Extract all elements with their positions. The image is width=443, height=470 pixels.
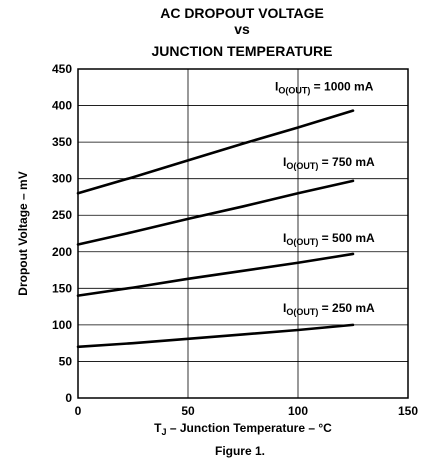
chart-title-line: AC DROPOUT VOLTAGE <box>160 5 324 21</box>
x-tick-label: 150 <box>398 404 418 418</box>
x-axis-label: TJ – Junction Temperature – °C <box>154 421 332 437</box>
x-tick-label: 0 <box>75 404 82 418</box>
series-line <box>76 109 355 195</box>
series-label: IO(OUT) = 1000 mA <box>275 80 374 96</box>
y-tick-label: 350 <box>52 135 72 149</box>
series-label: IO(OUT) = 500 mA <box>283 231 375 247</box>
y-tick-label: 100 <box>52 318 72 332</box>
y-tick-label: 300 <box>52 172 72 186</box>
x-tick-label: 100 <box>288 404 308 418</box>
y-tick-label: 450 <box>52 62 72 76</box>
series-lines: IO(OUT) = 1000 mA IO(OUT) = 750 mA IO(OUT)… <box>76 80 375 349</box>
y-tick-label: 400 <box>52 99 72 113</box>
series-line <box>76 179 355 246</box>
x-tick-label: 50 <box>181 404 195 418</box>
y-tick-label: 150 <box>52 281 72 295</box>
series-line <box>76 323 355 349</box>
plot-frame <box>77 68 409 399</box>
y-tick-label: 0 <box>65 391 72 405</box>
y-axis-label: Dropout Voltage – mV <box>16 171 30 295</box>
figure-caption: Figure 1. <box>215 444 265 458</box>
y-tick-labels: 0 50 100 150 200 250 300 350 400 450 <box>52 62 72 405</box>
series-label: IO(OUT) = 250 mA <box>283 301 375 317</box>
y-tick-label: 200 <box>52 245 72 259</box>
chart-title-line: JUNCTION TEMPERATURE <box>152 43 333 59</box>
series-label: IO(OUT) = 750 mA <box>283 155 375 171</box>
chart-title-line: vs <box>234 21 250 37</box>
series-line <box>76 252 355 297</box>
y-tick-label: 250 <box>52 208 72 222</box>
y-tick-label: 50 <box>59 354 73 368</box>
x-tick-labels: 0 50 100 150 <box>75 404 419 418</box>
